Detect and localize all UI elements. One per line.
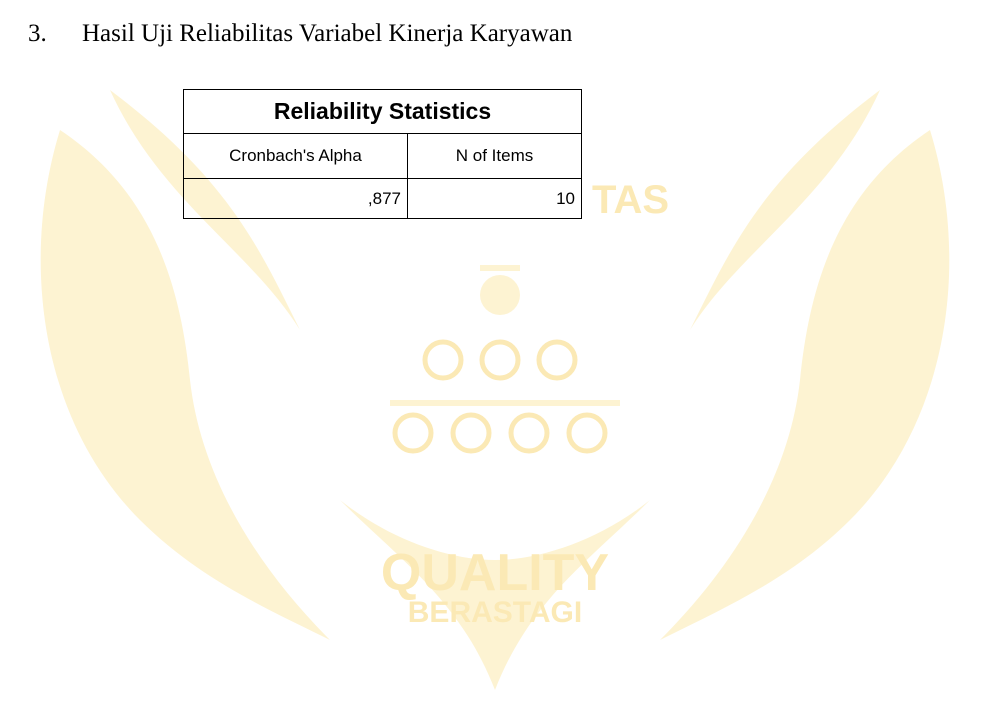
column-header: N of Items [407, 133, 582, 179]
table-title: Reliability Statistics [183, 89, 582, 134]
watermark-text: BERASTAGI [408, 596, 582, 629]
heading: 3. Hasil Uji Reliabilitas Variabel Kinerj… [28, 20, 572, 48]
cell: ,877 [183, 178, 408, 219]
table: Reliability Statistics Cronbach's Alpha … [183, 89, 582, 219]
list-number: 3. [28, 20, 47, 47]
cell: 10 [407, 178, 582, 219]
watermark-text: TAS [592, 178, 669, 222]
column-header: Cronbach's Alpha [183, 133, 408, 179]
watermark-text: QUALITY [381, 544, 609, 602]
heading-text: Hasil Uji Reliabilitas Variabel Kinerja … [82, 20, 573, 47]
